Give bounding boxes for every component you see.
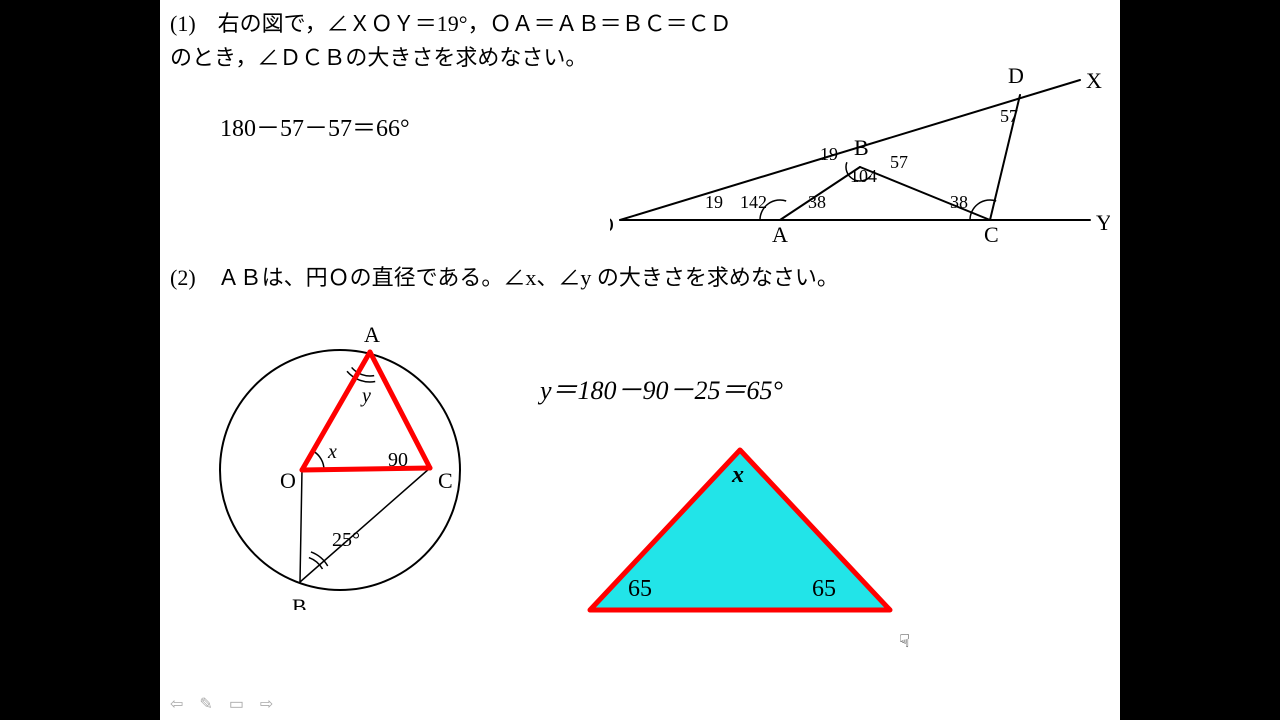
svg-text:D: D: [1008, 63, 1024, 88]
page-content: (1) 右の図で，∠ＸＯＹ＝19°，ＯＡ＝ＡＢ＝ＢＣ＝ＣＤ のとき，∠ＤＣＢの大…: [160, 0, 1120, 720]
svg-text:A: A: [772, 222, 788, 247]
diagram-1-svg: O A C Y B D X 19 142 38 38 19 104 57 57: [610, 60, 1110, 260]
svg-text:19: 19: [820, 144, 838, 164]
svg-text:O: O: [610, 212, 614, 237]
svg-text:142: 142: [740, 192, 767, 212]
svg-text:25°: 25°: [332, 529, 360, 551]
svg-text:38: 38: [808, 192, 826, 212]
svg-text:x: x: [731, 462, 744, 488]
svg-text:A: A: [364, 322, 380, 347]
svg-text:65: 65: [628, 576, 652, 602]
diagram-1-angle-figure: O A C Y B D X 19 142 38 38 19 104 57 57: [610, 60, 1110, 260]
cursor-icon: ☟: [899, 631, 910, 652]
svg-text:104: 104: [850, 166, 877, 186]
svg-text:x: x: [327, 441, 337, 463]
diagram-2-circle: A O C By x 90 25°: [190, 290, 510, 610]
svg-text:65: 65: [812, 576, 836, 602]
svg-text:57: 57: [890, 152, 908, 172]
svg-text:57: 57: [1000, 106, 1018, 126]
svg-text:C: C: [438, 468, 453, 493]
q1-text-line2: のとき，∠ＤＣＢの大きさを求めなさい。: [170, 40, 587, 72]
svg-text:B: B: [292, 594, 307, 610]
svg-text:X: X: [1086, 68, 1102, 93]
q2-text-line1: (2) ＡＢは、円Ｏの直径である。∠x、∠y の大きさを求めなさい。: [170, 260, 839, 292]
svg-text:19: 19: [705, 192, 723, 212]
svg-text:O: O: [280, 468, 296, 493]
q2-calculation: y＝180－90－25＝65°: [540, 370, 783, 407]
svg-text:C: C: [984, 222, 999, 247]
diagram-3-svg: x 65 65: [580, 440, 920, 640]
diagram-3-cyan-triangle: x 65 65: [580, 440, 920, 640]
nav-controls[interactable]: ⇦ ✎ ▭ ⇨: [170, 694, 279, 714]
svg-text:y: y: [360, 385, 371, 407]
svg-text:Y: Y: [1096, 210, 1110, 235]
svg-text:90: 90: [388, 449, 408, 471]
diagram-2-svg: A O C By x 90 25°: [190, 290, 510, 610]
svg-text:38: 38: [950, 192, 968, 212]
q1-text-line1: (1) 右の図で，∠ＸＯＹ＝19°，ＯＡ＝ＡＢ＝ＢＣ＝ＣＤ: [170, 6, 732, 38]
q1-calculation: 180－57－57＝66°: [220, 108, 410, 143]
svg-text:B: B: [854, 135, 869, 160]
